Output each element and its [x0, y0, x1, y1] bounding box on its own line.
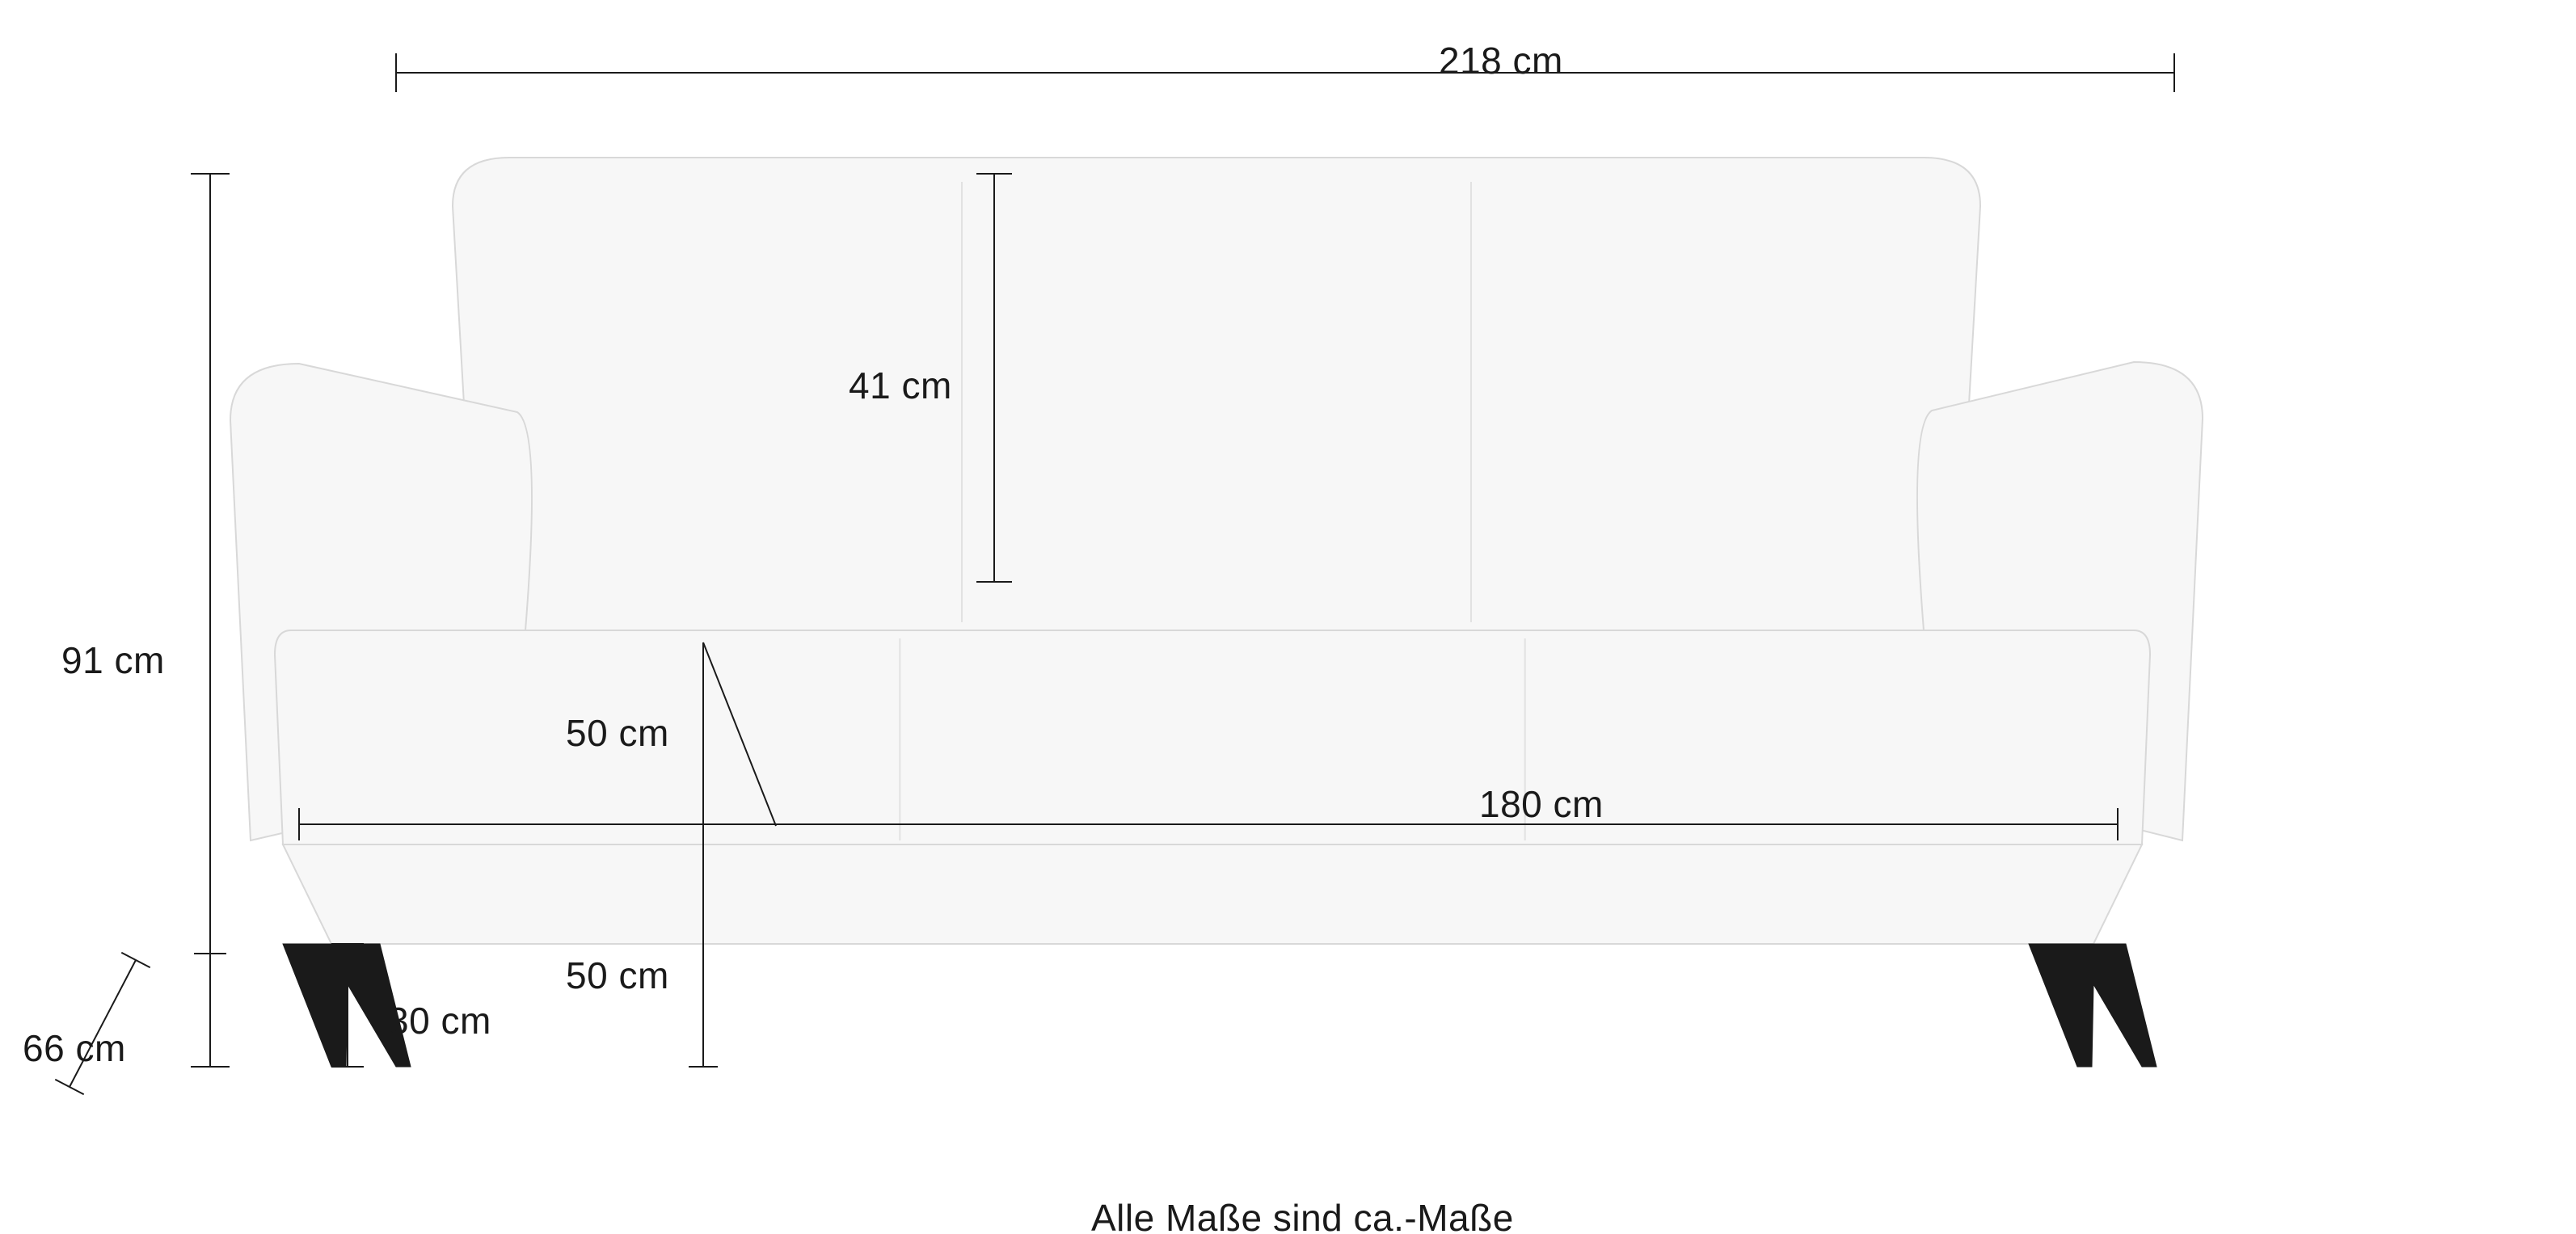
- diagram-stage: 218 cm 91 cm 66 cm 30 cm 50 cm 50 cm 180…: [0, 0, 2576, 1234]
- label-note: Alle Maße sind ca.-Maße: [1091, 1196, 1514, 1234]
- dimension-lines: [0, 0, 2576, 1234]
- label-back-height: 41 cm: [849, 364, 952, 407]
- label-total-width: 218 cm: [1439, 39, 1563, 82]
- label-total-height: 91 cm: [61, 638, 165, 682]
- label-leg-clearance: 30 cm: [388, 999, 491, 1042]
- label-seat-width: 180 cm: [1479, 782, 1604, 826]
- label-seat-depth: 50 cm: [566, 711, 669, 755]
- label-seat-height: 50 cm: [566, 954, 669, 997]
- label-depth: 66 cm: [23, 1026, 126, 1070]
